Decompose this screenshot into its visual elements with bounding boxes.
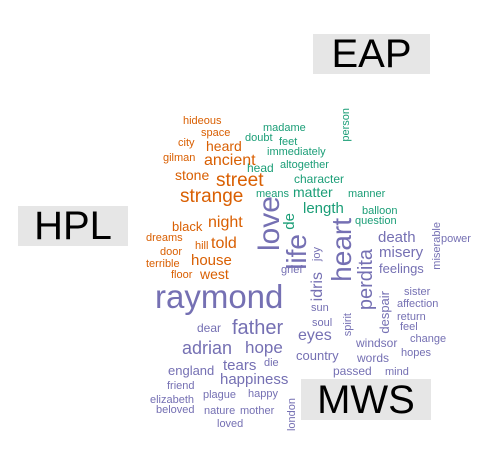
label-hpl: HPL [18, 206, 128, 246]
label-eap: EAP [313, 34, 430, 74]
word-question: question [355, 215, 397, 227]
word-elizabeth: elizabeth [150, 394, 195, 406]
word-eyes: eyes [298, 327, 332, 344]
word-country: country [296, 348, 339, 363]
word-tears: tears [223, 357, 257, 374]
word-death: death [378, 229, 416, 246]
word-hideous: hideous [183, 115, 222, 127]
word-space: space [201, 127, 231, 139]
word-happy: happy [248, 388, 278, 400]
word-adrian: adrian [182, 338, 233, 358]
word-england: england [168, 363, 215, 378]
word-terrible: terrible [146, 258, 180, 270]
word-hope: hope [245, 338, 283, 357]
word-told: told [211, 235, 237, 252]
word-balloon: balloon [362, 205, 398, 217]
word-friend: friend [167, 380, 195, 392]
word-nature: nature [204, 405, 236, 417]
word-ancient: ancient [204, 152, 256, 169]
word-floor: floor [171, 269, 193, 281]
word-loved: loved [217, 418, 244, 430]
word-altogether: altogether [280, 159, 329, 171]
word-power: power [441, 233, 471, 245]
word-strange: strange [180, 186, 244, 207]
word-means: means [256, 188, 290, 200]
word-change: change [410, 333, 447, 345]
word-stone: stone [175, 167, 210, 183]
word-person: person [340, 108, 352, 142]
word-madame: madame [263, 122, 306, 134]
word-words: words [357, 351, 390, 365]
word-house: house [191, 252, 232, 269]
word-idris: idris [309, 272, 326, 302]
word-grief: grief [281, 264, 303, 276]
word-misery: misery [379, 244, 424, 261]
word-manner: manner [348, 188, 386, 200]
word-immediately: immediately [267, 146, 326, 158]
word-mother: mother [240, 405, 275, 417]
word-perdita: perdita [355, 249, 377, 311]
word-west: west [200, 266, 229, 282]
word-doubt: doubt [245, 132, 273, 144]
word-affection: affection [397, 298, 439, 310]
word-city: city [178, 137, 195, 149]
word-spirit: spirit [342, 313, 354, 337]
word-happiness: happiness [220, 371, 289, 388]
label-mws: MWS [301, 379, 431, 420]
word-plague: plague [203, 389, 237, 401]
word-sun: sun [311, 302, 329, 314]
word-feel: feel [400, 321, 418, 333]
word-miserable: miserable [431, 222, 443, 270]
word-heard: heard [206, 138, 242, 154]
word-return: return [397, 311, 426, 323]
word-feet: feet [279, 136, 298, 148]
word-joy: joy [311, 247, 323, 262]
word-hill: hill [195, 240, 209, 252]
word-matter: matter [293, 184, 333, 200]
word-beloved: beloved [156, 404, 195, 416]
word-die: die [264, 357, 279, 369]
word-door: door [160, 246, 183, 258]
word-gilman: gilman [163, 152, 196, 164]
word-sister: sister [404, 286, 431, 298]
word-despair: despair [377, 291, 392, 334]
word-london: london [286, 398, 298, 432]
word-dear: dear [197, 321, 222, 335]
word-father: father [232, 317, 284, 339]
word-feelings: feelings [379, 261, 424, 276]
word-street: street [216, 170, 264, 191]
word-dreams: dreams [146, 232, 183, 244]
word-length: length [303, 200, 344, 217]
word-raymond: raymond [155, 278, 284, 315]
word-heart: heart [326, 218, 357, 282]
word-windsor: windsor [356, 336, 398, 350]
word-night: night [208, 214, 243, 231]
word-hopes: hopes [401, 347, 431, 359]
word-passed: passed [333, 364, 372, 378]
word-mind: mind [385, 366, 409, 378]
word-soul: soul [312, 317, 333, 329]
word-character: character [294, 172, 345, 186]
word-black: black [172, 219, 203, 234]
word-head: head [247, 161, 274, 175]
